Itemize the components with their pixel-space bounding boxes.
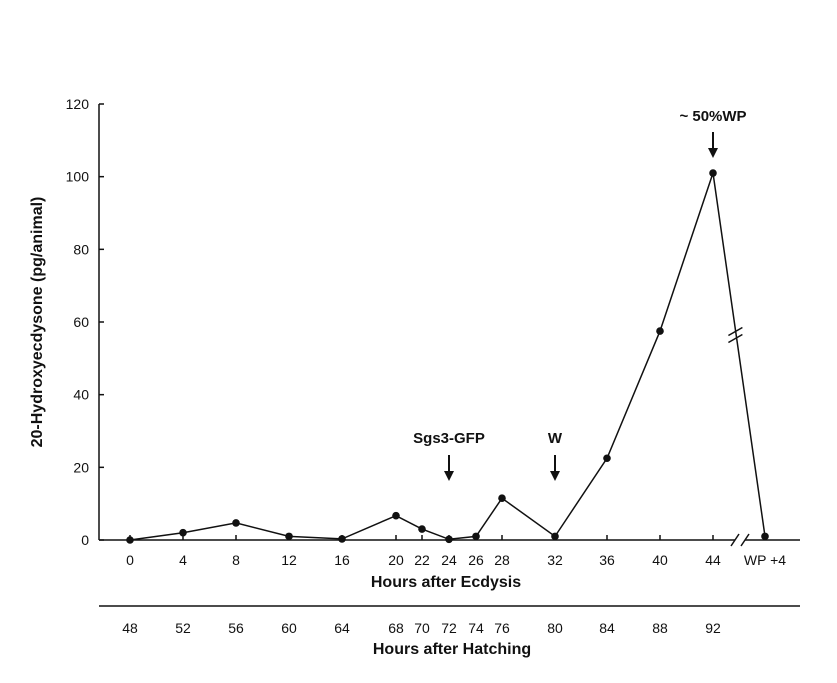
data-point	[232, 519, 240, 527]
data-point	[472, 532, 480, 541]
x2-tick-label: 76	[494, 620, 510, 636]
x2-tick-label: 64	[334, 620, 350, 636]
y-tick-label: 60	[73, 314, 89, 330]
x2-tick-label: 56	[228, 620, 244, 636]
y-tick-label: 100	[66, 169, 90, 185]
data-point	[338, 535, 346, 543]
data-point	[709, 169, 717, 177]
annotation-arrow-head	[550, 471, 560, 481]
annotation-arrow-head	[708, 148, 718, 158]
x2-tick-label: 52	[175, 620, 191, 636]
x-tick-label: 36	[599, 552, 615, 568]
y-tick-label: 40	[73, 387, 89, 403]
x-tick-label: 44	[705, 552, 721, 568]
x2-tick-label: 80	[547, 620, 563, 636]
x2-tick-label: 70	[414, 620, 430, 636]
y-tick-label: 80	[73, 241, 89, 257]
y-tick-label: 20	[73, 459, 89, 475]
x-axis-title: Hours after Ecdysis	[371, 574, 521, 591]
x-tick-label: 40	[652, 552, 668, 568]
x-tick-label: 22	[414, 552, 430, 568]
x-tick-label: 32	[547, 552, 563, 568]
annotation-label: W	[548, 430, 563, 447]
x-tick-label: 12	[281, 552, 297, 568]
y-axis-title: 20-Hydroxyecdysone (pg/animal)	[29, 197, 46, 448]
data-point	[761, 532, 769, 541]
series-break-mark	[728, 333, 743, 344]
data-point	[656, 327, 664, 335]
data-point	[392, 511, 400, 520]
series-line-path	[129, 172, 766, 541]
data-point	[603, 454, 611, 463]
x-tick-label: 8	[232, 552, 240, 568]
x2-tick-label: 74	[468, 620, 484, 636]
x-axis-break-mark	[730, 533, 740, 547]
annotation-label: Sgs3-GFP	[413, 430, 485, 447]
annotations: Sgs3-GFP W ~ 50%WP	[413, 108, 747, 481]
x-tick-label: 16	[334, 552, 350, 568]
x2-tick-label: 48	[122, 620, 138, 636]
x-tick-label: 26	[468, 552, 484, 568]
x-tick-label: 24	[441, 552, 457, 568]
x2-tick-label: 92	[705, 620, 721, 636]
data-point	[126, 536, 134, 544]
x-tick-label: 0	[126, 552, 134, 568]
annotation-label: ~ 50%WP	[679, 108, 746, 125]
data-point	[418, 525, 426, 533]
x2-axis-title: Hours after Hatching	[373, 641, 531, 658]
data-point	[285, 532, 293, 541]
data-point	[445, 535, 453, 544]
series-line	[126, 169, 769, 544]
x-tick-label: 28	[494, 552, 510, 568]
series-break-mark	[728, 326, 743, 337]
x2-tick-label: 68	[388, 620, 404, 636]
x-tick-label: 4	[179, 552, 187, 568]
data-point	[179, 528, 187, 537]
x-axis-break-mark	[740, 533, 750, 547]
x2-tick-label: 60	[281, 620, 297, 636]
y-tick-label: 120	[66, 96, 90, 112]
x-tick-label: 20	[388, 552, 404, 568]
data-point	[551, 532, 559, 541]
x2-tick-label: 72	[441, 620, 457, 636]
x2-tick-label: 88	[652, 620, 668, 636]
x2-tick-label: 84	[599, 620, 615, 636]
data-point	[498, 494, 506, 503]
y-tick-label: 0	[81, 532, 89, 548]
x-tick-label: WP +4	[744, 552, 786, 568]
annotation-arrow-head	[444, 471, 454, 481]
